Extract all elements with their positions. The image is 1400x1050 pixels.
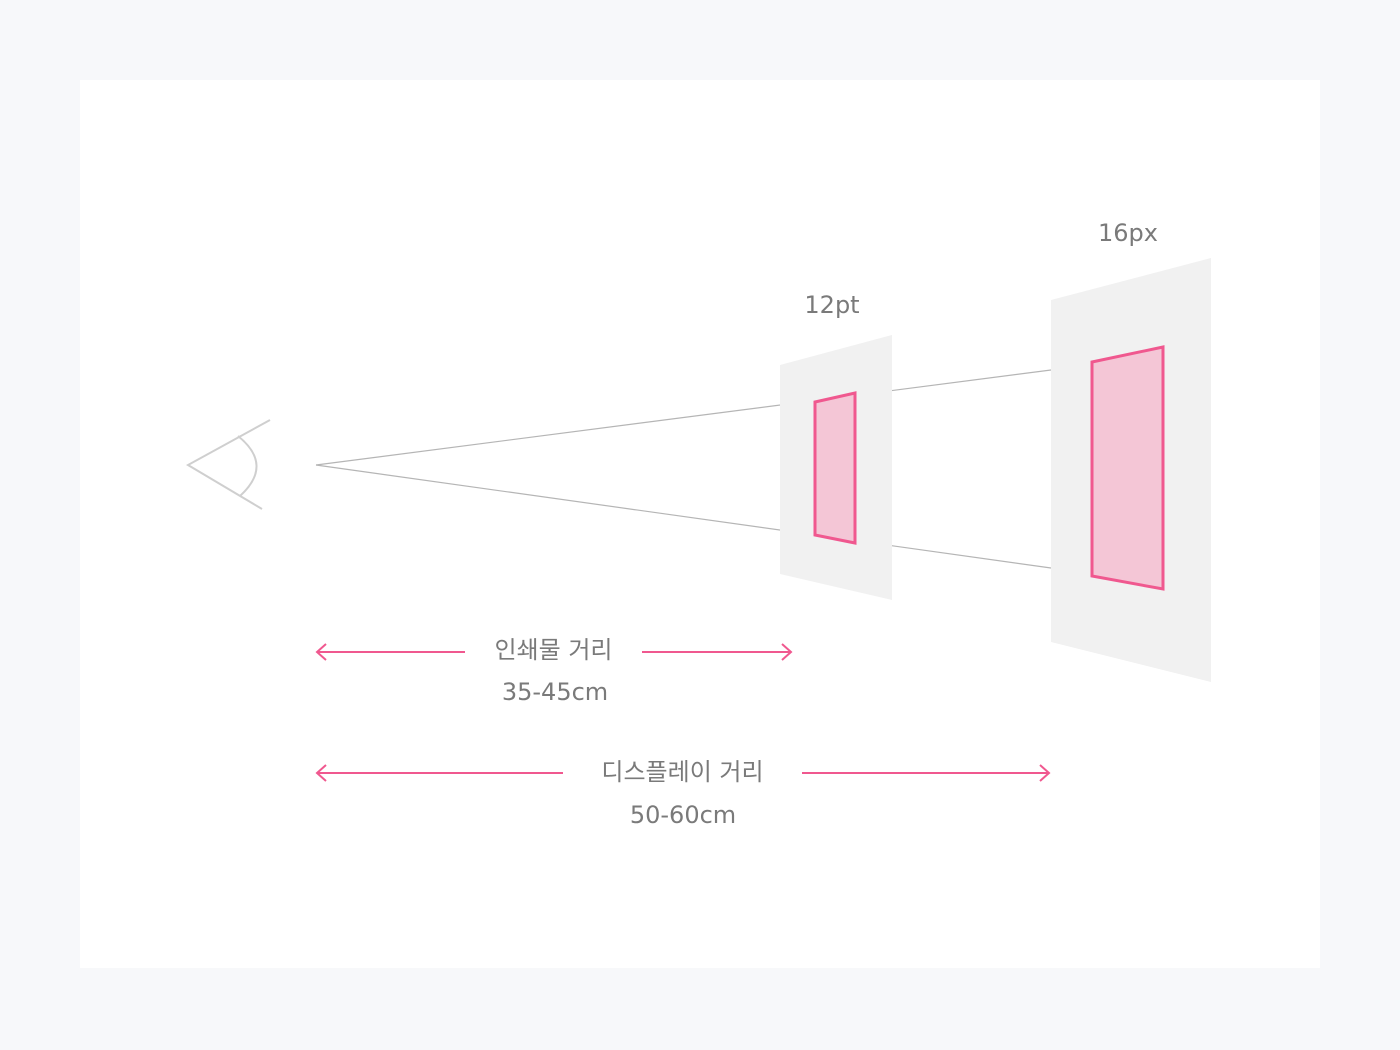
print-distance-value: 35-45cm bbox=[501, 678, 609, 706]
print-size-label: 12pt bbox=[804, 291, 860, 319]
arrow-right-icon bbox=[1039, 764, 1051, 782]
arrow-right-icon bbox=[781, 643, 793, 661]
print-distance-arrow bbox=[315, 643, 793, 661]
arrow-left-icon bbox=[315, 643, 327, 661]
sight-line-top bbox=[315, 369, 1052, 466]
display-distance-title: 디스플레이 거리 bbox=[601, 758, 764, 786]
print-text-size-box bbox=[813, 391, 857, 545]
eye-icon bbox=[185, 419, 271, 510]
display-text-size-box bbox=[1090, 345, 1165, 591]
arrow-left-icon bbox=[315, 764, 327, 782]
print-distance-title: 인쇄물 거리 bbox=[494, 636, 613, 664]
display-distance-arrow bbox=[315, 764, 1051, 782]
sight-line-bottom bbox=[315, 464, 1052, 569]
display-size-label: 16px bbox=[1098, 219, 1158, 247]
display-distance-value: 50-60cm bbox=[629, 801, 737, 829]
